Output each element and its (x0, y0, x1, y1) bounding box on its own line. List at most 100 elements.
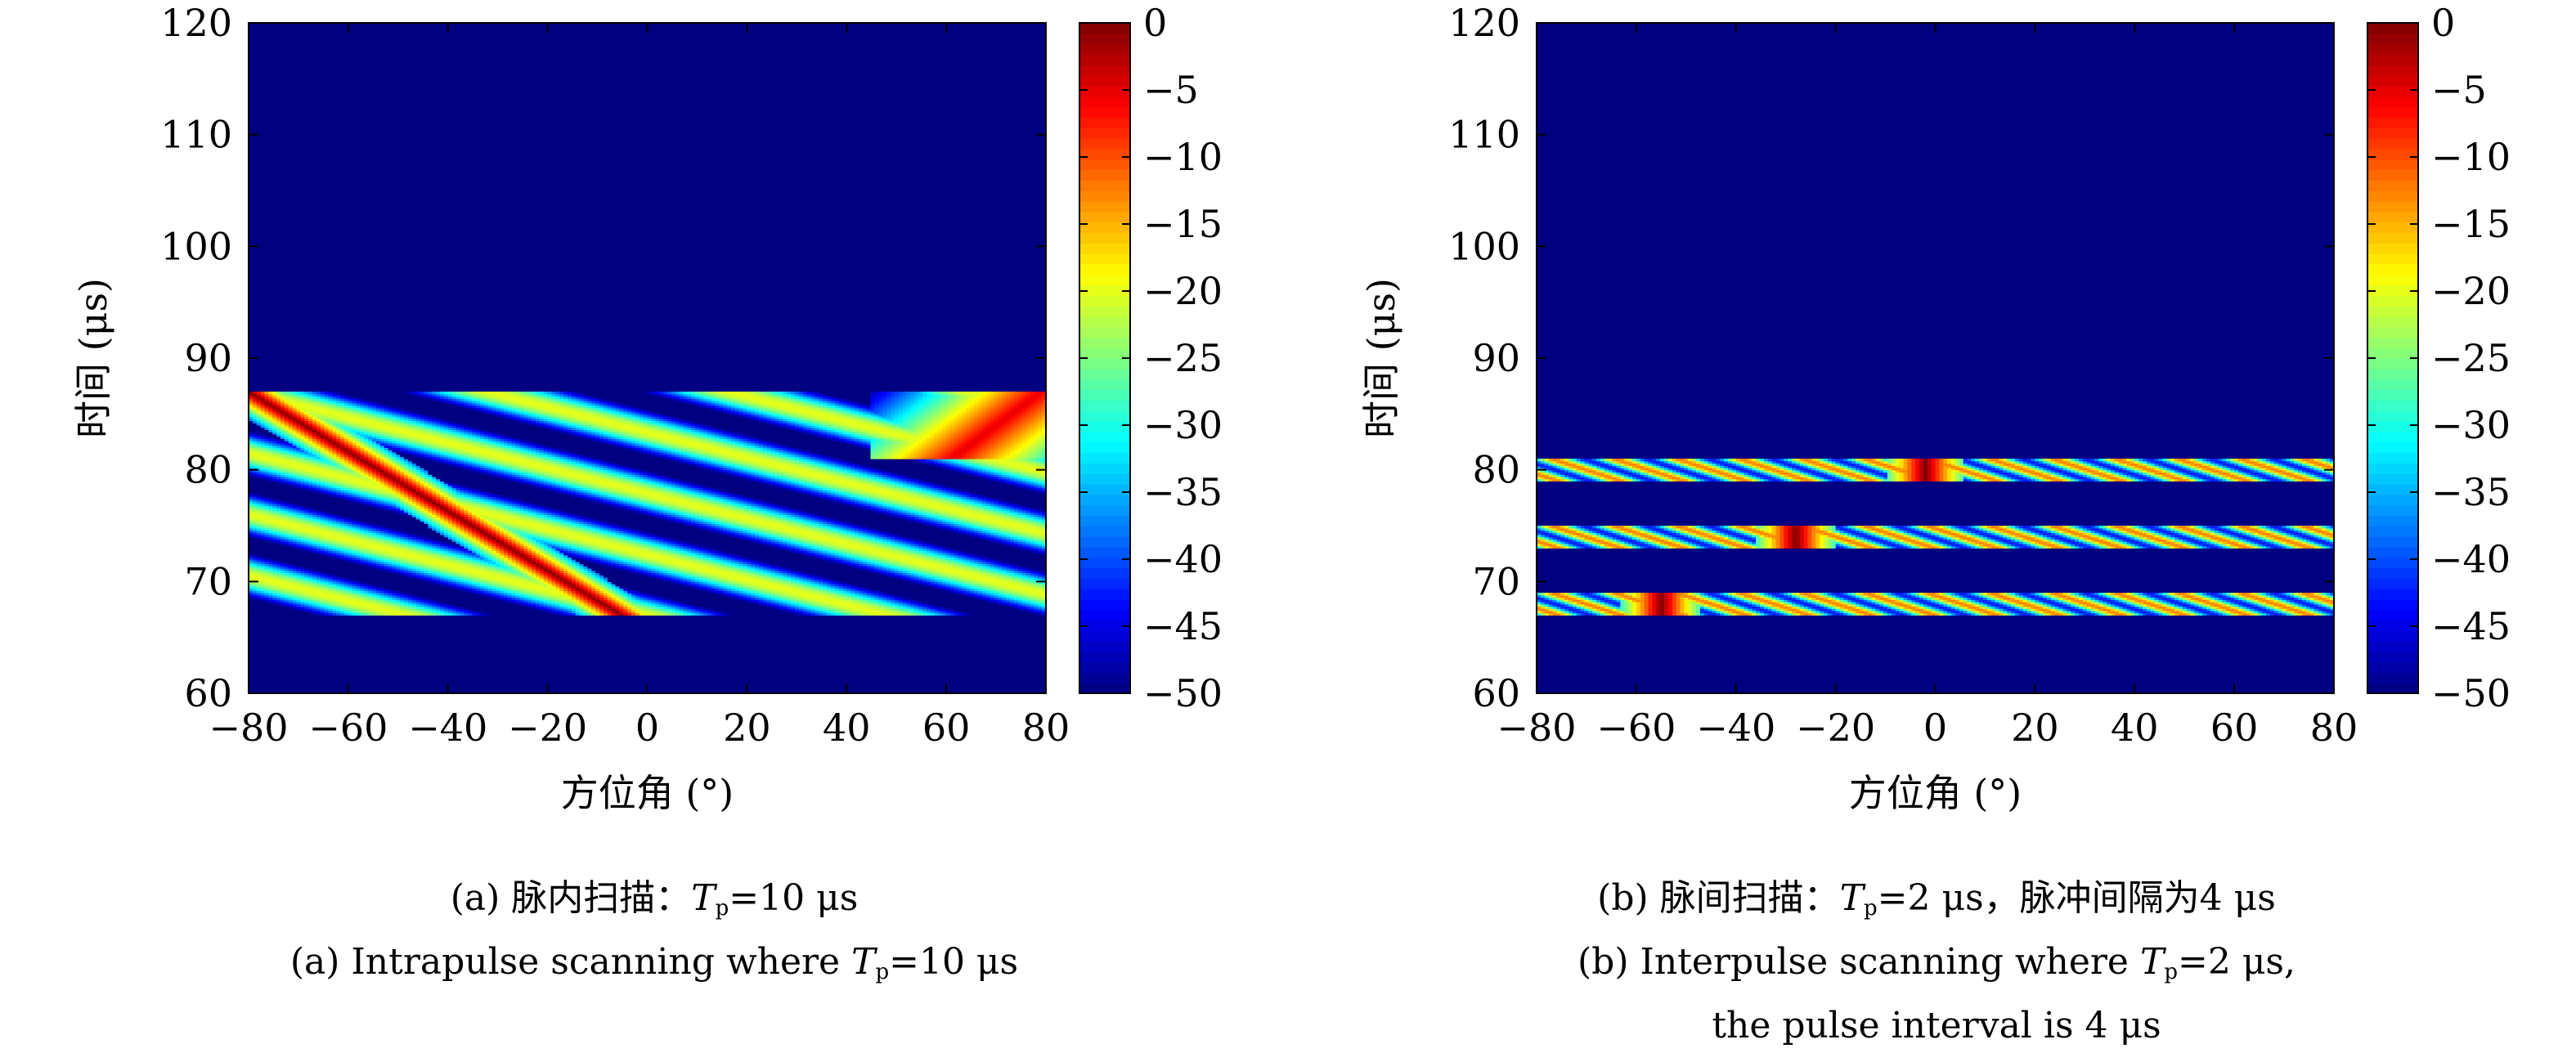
colorbar-step (2367, 369, 2418, 380)
colorbar-tick-label: −40 (2431, 537, 2511, 581)
colorbar-tick-label: −10 (1143, 135, 1223, 179)
caption-b-en: (b) Interpulse scanning where Tp=2 μs, (1405, 935, 2468, 999)
x-axis-label: 方位角 (°) (561, 771, 734, 815)
colorbar-step (2367, 547, 2418, 558)
colorbar-step (2367, 589, 2418, 600)
colorbar-tick-label: −45 (1143, 604, 1223, 648)
colorbar-step (2367, 232, 2418, 244)
colorbar-tick-label: −25 (1143, 336, 1223, 380)
colorbar-step (1079, 275, 1130, 286)
colorbar-step (1079, 641, 1130, 652)
x-tick-label: −40 (1696, 706, 1775, 750)
colorbar-step (2367, 86, 2418, 97)
colorbar-step (2367, 23, 2418, 34)
colorbar-step (1079, 379, 1130, 391)
colorbar-step (2367, 117, 2418, 128)
colorbar-step (1079, 347, 1130, 359)
colorbar-tick-label: −20 (1143, 269, 1223, 313)
colorbar-step (1079, 652, 1130, 663)
colorbar-step (2367, 421, 2418, 432)
colorbar-step (2367, 641, 2418, 652)
colorbar-step (1079, 442, 1130, 454)
colorbar-step (2367, 452, 2418, 464)
colorbar-step (2367, 327, 2418, 338)
y-tick-label: 100 (1448, 224, 1520, 268)
x-tick-label: 40 (823, 706, 871, 750)
colorbar-step (1079, 473, 1130, 485)
colorbar-tick-label: −10 (2431, 135, 2511, 179)
caption-b: (b) 脉间扫描：Tp=2 μs，脉冲间隔为4 μs (b) Interpuls… (1405, 872, 2468, 1053)
colorbar-tick-label: −30 (1143, 403, 1223, 447)
colorbar-step (1079, 138, 1130, 150)
colorbar-step (1079, 358, 1130, 370)
y-tick-label: 90 (184, 336, 232, 380)
colorbar-step (2367, 379, 2418, 391)
colorbar-step (2367, 149, 2418, 160)
colorbar-step (1079, 589, 1130, 600)
caption-b-cn: (b) 脉间扫描：Tp=2 μs，脉冲间隔为4 μs (1405, 872, 2468, 935)
colorbar-step (1079, 117, 1130, 128)
colorbar-step (1079, 253, 1130, 265)
heatmap-a (249, 23, 1047, 693)
colorbar-step (2367, 652, 2418, 663)
colorbar-step (1079, 44, 1130, 56)
colorbar-step (1079, 149, 1130, 160)
colorbar-tick-label: −40 (1143, 537, 1223, 581)
y-tick-label: 80 (184, 448, 232, 492)
y-tick-label: 60 (1472, 671, 1520, 715)
colorbar-tick-label: −15 (2431, 202, 2511, 246)
colorbar-step (1079, 337, 1130, 348)
colorbar-step (1079, 421, 1130, 432)
colorbar-step (1079, 672, 1130, 683)
y-tick-label: 120 (1448, 1, 1520, 45)
y-axis-label: 时间 (μs) (71, 278, 115, 438)
colorbar-tick-label: −25 (2431, 336, 2511, 380)
colorbar-step (1079, 515, 1130, 526)
colorbar-step (1079, 264, 1130, 276)
colorbar-step (2367, 599, 2418, 611)
colorbar-step (1079, 128, 1130, 139)
colorbar-step (1079, 201, 1130, 213)
colorbar-step (1079, 295, 1130, 307)
colorbar-step (1079, 400, 1130, 411)
colorbar-step (1079, 504, 1130, 516)
colorbar-step (1079, 34, 1130, 45)
colorbar-step (2367, 253, 2418, 265)
colorbar-tick-label: −30 (2431, 403, 2511, 447)
colorbar-step (2367, 107, 2418, 119)
colorbar-tick-label: −5 (1143, 68, 1199, 112)
colorbar-step (1079, 327, 1130, 338)
colorbar-step (1079, 86, 1130, 97)
pulse-band (249, 392, 1047, 616)
caption-a-en: (a) Intrapulse scanning where Tp=10 μs (123, 935, 1186, 999)
colorbar-step (1079, 452, 1130, 464)
x-tick-label: 0 (1923, 706, 1947, 750)
x-tick-label: 0 (635, 706, 659, 750)
colorbar-tick-label: −35 (1143, 470, 1223, 514)
x-tick-label: −20 (1796, 706, 1875, 750)
colorbar-step (1079, 369, 1130, 380)
x-tick-label: 20 (2011, 706, 2059, 750)
colorbar-step (2367, 316, 2418, 328)
colorbar-step (1079, 662, 1130, 674)
colorbar-step (2367, 578, 2418, 589)
colorbar-step (2367, 337, 2418, 348)
colorbar-step (2367, 96, 2418, 108)
colorbar-tick-label: −50 (2431, 671, 2511, 715)
x-tick-label: 20 (723, 706, 771, 750)
colorbar-tick-label: −5 (2431, 68, 2487, 112)
colorbar-step (1079, 159, 1130, 171)
colorbar-step (1079, 190, 1130, 202)
colorbar-tick-label: 0 (1143, 1, 1167, 45)
colorbar-step (1079, 96, 1130, 108)
colorbar-step (1079, 567, 1130, 579)
colorbar-tick-label: −45 (2431, 604, 2511, 648)
x-axis-label: 方位角 (°) (1849, 771, 2022, 815)
y-tick-label: 90 (1472, 336, 1520, 380)
colorbar-step (2367, 44, 2418, 56)
colorbar-step (2367, 358, 2418, 370)
colorbar-step (2367, 159, 2418, 171)
x-tick-label: −60 (308, 706, 388, 750)
pulse-band (1537, 526, 2335, 549)
x-tick-label: 80 (2310, 706, 2358, 750)
